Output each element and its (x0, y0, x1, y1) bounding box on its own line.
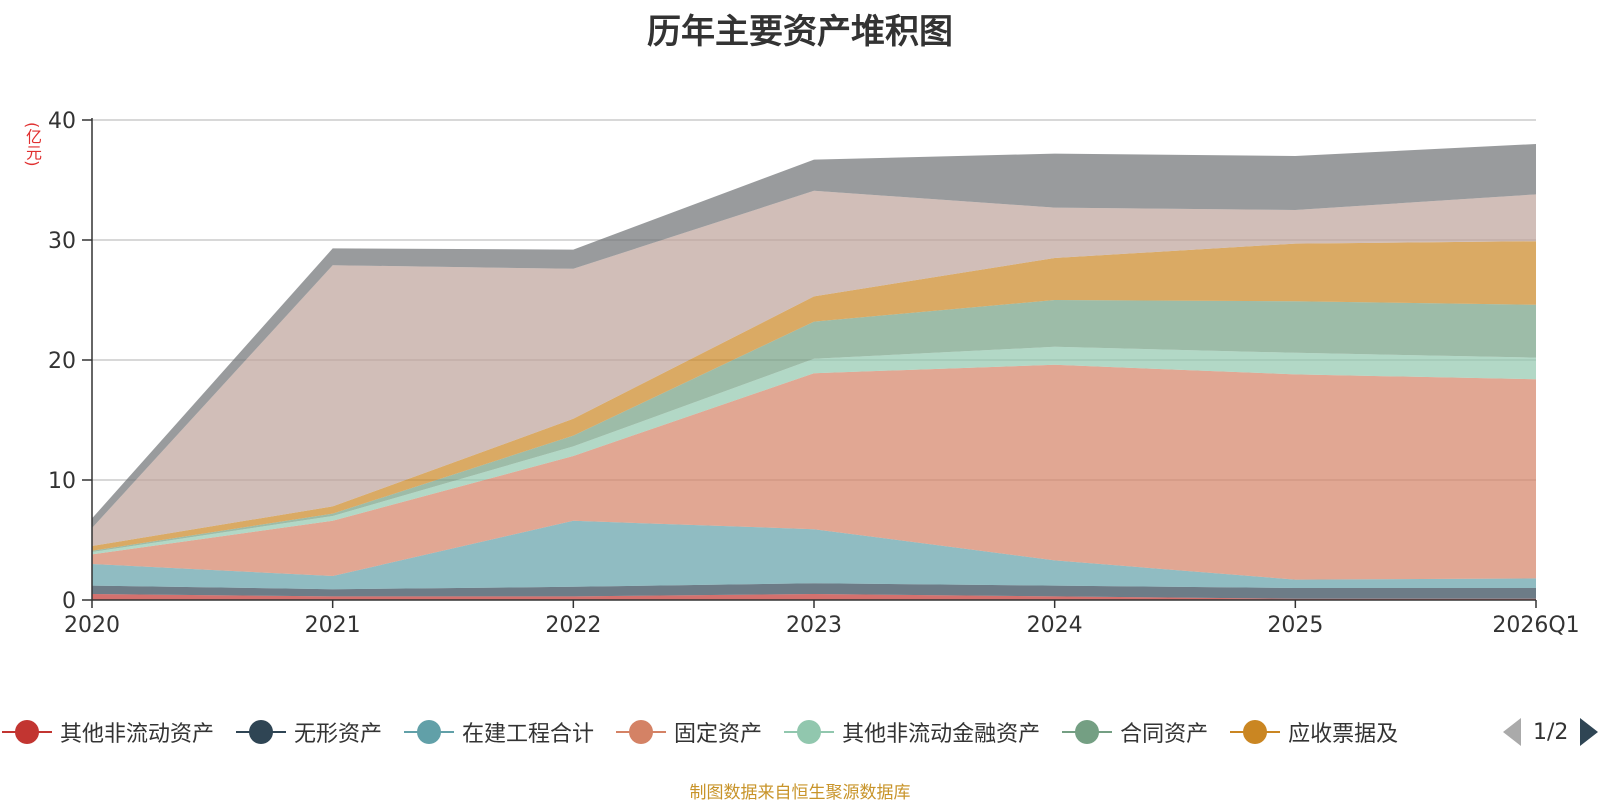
y-tick-label: 20 (48, 349, 76, 374)
legend-marker-icon (1230, 720, 1281, 744)
area-series-1[interactable] (92, 583, 1536, 599)
legend-page-indicator: 1/2 (1533, 719, 1569, 745)
stacked-area-chart: 0 10 20 30 40 2020 2021 2022 2023 2024 2025 2026Q1 (48, 109, 1580, 638)
legend-marker-icon (2, 720, 52, 744)
x-tick-label: 2022 (545, 613, 601, 638)
y-tick-label: 10 (48, 469, 76, 494)
x-tick-label: 2024 (1027, 613, 1083, 638)
area-series-3[interactable] (92, 364, 1536, 580)
legend-marker-icon (616, 720, 667, 744)
legend-marker-icon (236, 720, 287, 744)
legend-item[interactable]: 合同资产 (1062, 716, 1208, 748)
legend-label: 应收票据及 (1288, 722, 1399, 747)
chart-title: 历年主要资产堆积图 (647, 12, 953, 52)
legend-item[interactable]: 固定资产 (616, 716, 762, 748)
x-tick-label: 2025 (1267, 613, 1323, 638)
legend-marker-icon (1062, 720, 1113, 744)
legend-marker-icon (404, 720, 455, 744)
area-series-8[interactable] (92, 144, 1536, 528)
axes: 0 10 20 30 40 2020 2021 2022 2023 2024 2025 2026Q1 (48, 109, 1580, 638)
area-series-7[interactable] (92, 190, 1536, 547)
legend-label: 其他非流动资产 (60, 722, 215, 747)
data-source-footer: 制图数据来自恒生聚源数据库 (689, 783, 911, 803)
legend-item[interactable]: 其他非流动金融资产 (784, 716, 1040, 748)
legend-item[interactable]: 其他非流动资产 (2, 716, 214, 748)
area-series (92, 144, 1536, 600)
legend-dot (629, 720, 654, 744)
area-series-6[interactable] (92, 241, 1536, 551)
legend-next-page-icon[interactable] (1580, 718, 1599, 746)
area-series-4[interactable] (92, 346, 1536, 555)
y-tick-label: 0 (62, 589, 76, 614)
y-tick-label: 30 (48, 229, 76, 254)
legend-marker-icon (784, 720, 835, 744)
legend-item[interactable]: 无形资产 (236, 716, 382, 748)
area-series-0[interactable] (92, 594, 1536, 600)
x-tick-label: 2021 (305, 613, 361, 638)
x-tick-label: 2020 (64, 613, 120, 638)
legend-label: 其他非流动金融资产 (842, 722, 1041, 747)
legend-item[interactable]: 在建工程合计 (404, 716, 594, 748)
legend: 其他非流动资产 无形资产 在建工程合计 固定资产 其他非流动金融资产 合同资产 应收票据及 … (0, 712, 1600, 752)
x-tick-label: 2026Q1 (1492, 613, 1579, 638)
legend-dot (1075, 720, 1100, 744)
legend-label: 固定资产 (674, 722, 763, 747)
area-series-5[interactable] (92, 300, 1536, 552)
legend-dot (1243, 720, 1268, 744)
y-axis-unit-label: (亿元) (23, 122, 42, 167)
legend-dot (417, 720, 442, 744)
legend-item[interactable]: 应收票据及 (1230, 716, 1398, 748)
y-tick-label: 40 (48, 109, 76, 134)
legend-label: 无形资产 (294, 722, 383, 747)
legend-label: 在建工程合计 (462, 722, 595, 747)
x-tick-label: 2023 (786, 613, 842, 638)
legend-dot (797, 720, 822, 744)
legend-dot (249, 720, 274, 744)
legend-pager: 1/2 (1503, 718, 1599, 746)
legend-dot (15, 720, 39, 744)
legend-label: 合同资产 (1120, 722, 1209, 747)
area-series-2[interactable] (92, 520, 1536, 590)
legend-prev-page-icon[interactable] (1503, 718, 1521, 746)
